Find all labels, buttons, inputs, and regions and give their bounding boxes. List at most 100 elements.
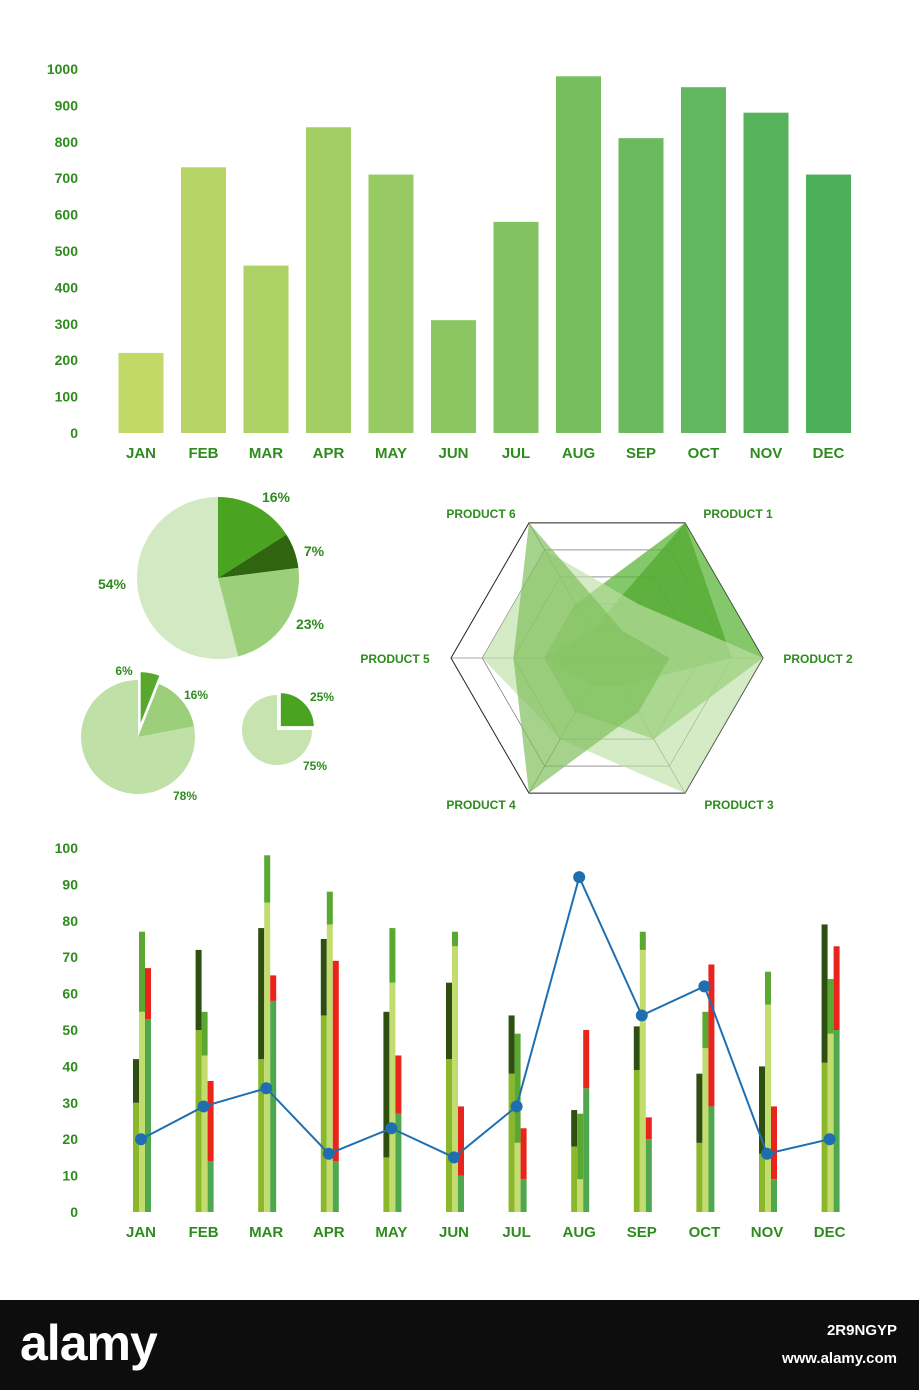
pie-slice bbox=[138, 670, 162, 729]
radar-series-area bbox=[513, 522, 670, 794]
column-segment bbox=[389, 928, 396, 983]
column-segment bbox=[207, 1161, 214, 1212]
watermark-footer: alamy 2R9NGYP www.alamy.com bbox=[0, 1300, 919, 1390]
pie-slice-label: 7% bbox=[304, 543, 325, 559]
column-segment bbox=[759, 1066, 765, 1154]
trend-point bbox=[573, 871, 586, 884]
y-tick-label: 400 bbox=[55, 279, 79, 295]
pie-slice bbox=[138, 684, 194, 737]
y-tick-label: 30 bbox=[62, 1095, 78, 1111]
x-tick-label: AUG bbox=[562, 445, 595, 462]
column-segment bbox=[577, 1113, 584, 1180]
site-url: www.alamy.com bbox=[781, 1350, 897, 1367]
column-segment bbox=[133, 1059, 139, 1103]
bar bbox=[431, 320, 476, 433]
image-id: 2R9NGYP bbox=[826, 1322, 897, 1339]
x-tick-label: MAR bbox=[249, 445, 283, 462]
column-segment bbox=[645, 1117, 652, 1140]
trend-point bbox=[322, 1147, 335, 1160]
pie-slice-label: 78% bbox=[173, 789, 197, 803]
radar-axis-label: PRODUCT 2 bbox=[783, 652, 853, 666]
radar-axis-label: PRODUCT 3 bbox=[704, 798, 774, 812]
column-segment bbox=[320, 939, 327, 1016]
column-segment bbox=[139, 1011, 145, 1212]
column-segment bbox=[133, 1102, 139, 1212]
column-segment bbox=[201, 1011, 208, 1056]
radar-axis-label: PRODUCT 6 bbox=[446, 507, 516, 521]
column-segment bbox=[833, 1030, 840, 1212]
column-segment bbox=[258, 928, 265, 1060]
y-tick-label: 700 bbox=[55, 170, 79, 186]
x-tick-label: JUL bbox=[502, 445, 530, 462]
x-tick-label: DEC bbox=[814, 1224, 846, 1241]
bar bbox=[368, 174, 414, 433]
column-segment bbox=[771, 1179, 777, 1212]
column-segment bbox=[195, 949, 202, 1030]
infographic-stage: 0 100 200 300 400 500 600 700 800 900 1000 JAN FEB MA… bbox=[47, 61, 853, 1241]
column-segment bbox=[195, 1030, 202, 1212]
y-tick-label: 20 bbox=[62, 1131, 78, 1147]
x-tick-label: APR bbox=[313, 1224, 345, 1241]
column-segment bbox=[508, 1073, 515, 1212]
radar-axis-label: PRODUCT 4 bbox=[446, 798, 516, 812]
column-segment bbox=[696, 1073, 703, 1143]
column-segment bbox=[583, 1030, 590, 1089]
bar bbox=[243, 265, 289, 433]
column-segment bbox=[270, 1000, 277, 1212]
x-tick-label: MAY bbox=[375, 1224, 407, 1241]
column-segment bbox=[577, 1179, 584, 1212]
trend-point bbox=[448, 1151, 460, 1164]
x-tick-label: NOV bbox=[750, 445, 783, 462]
pie-slice bbox=[218, 497, 287, 578]
column-segment bbox=[520, 1128, 527, 1180]
y-tick-label: 60 bbox=[62, 986, 78, 1002]
column-segment bbox=[514, 1142, 521, 1212]
pie-slice bbox=[218, 534, 299, 578]
pie-slice-label: 25% bbox=[310, 690, 334, 704]
column-segment bbox=[571, 1110, 578, 1147]
trend-point bbox=[260, 1082, 273, 1095]
pie-slice-label: 75% bbox=[303, 759, 327, 773]
column-segment bbox=[514, 1033, 521, 1143]
x-tick-label: SEP bbox=[626, 445, 656, 462]
y-tick-label: 500 bbox=[55, 243, 79, 259]
bar bbox=[556, 76, 601, 433]
column-segment bbox=[759, 1153, 765, 1212]
pie-slice bbox=[278, 691, 316, 729]
pie-slice-label: 54% bbox=[98, 576, 127, 592]
bar bbox=[743, 112, 789, 434]
y-tick-label: 1000 bbox=[47, 61, 78, 77]
column-segment bbox=[264, 902, 271, 1212]
y-tick-label: 300 bbox=[55, 316, 79, 332]
trend-point bbox=[197, 1100, 210, 1113]
column-segment bbox=[771, 1106, 777, 1180]
column-segment bbox=[827, 979, 834, 1034]
trend-line bbox=[140, 874, 830, 1159]
column-segment bbox=[145, 968, 151, 1020]
column-segment bbox=[708, 964, 715, 1107]
column-segment bbox=[145, 1019, 151, 1212]
x-tick-label: DEC bbox=[813, 445, 845, 462]
x-tick-label: JAN bbox=[126, 1224, 156, 1241]
column-segment bbox=[270, 975, 277, 1001]
column-segment bbox=[639, 931, 646, 950]
column-segment bbox=[264, 855, 271, 903]
column-segment bbox=[633, 1070, 640, 1212]
y-tick-label: 600 bbox=[55, 207, 79, 223]
column-segment bbox=[508, 1015, 515, 1074]
column-segment bbox=[571, 1146, 578, 1212]
column-segment bbox=[326, 924, 333, 1212]
y-tick-label: 80 bbox=[62, 913, 78, 929]
column-segment bbox=[139, 931, 145, 1012]
y-tick-label: 0 bbox=[70, 425, 78, 441]
x-tick-label: OCT bbox=[689, 1224, 721, 1241]
column-segment bbox=[520, 1179, 527, 1212]
y-tick-label: 70 bbox=[62, 949, 78, 965]
trend-point bbox=[510, 1100, 523, 1113]
pie-charts: 16% 7% 23% 54% 6% 16% 78% 25% 75% bbox=[80, 489, 334, 803]
column-segment bbox=[458, 1175, 464, 1212]
pie-slice-label: 6% bbox=[115, 664, 133, 678]
pie-slice-label: 23% bbox=[296, 616, 325, 632]
column-segment bbox=[765, 1004, 771, 1212]
